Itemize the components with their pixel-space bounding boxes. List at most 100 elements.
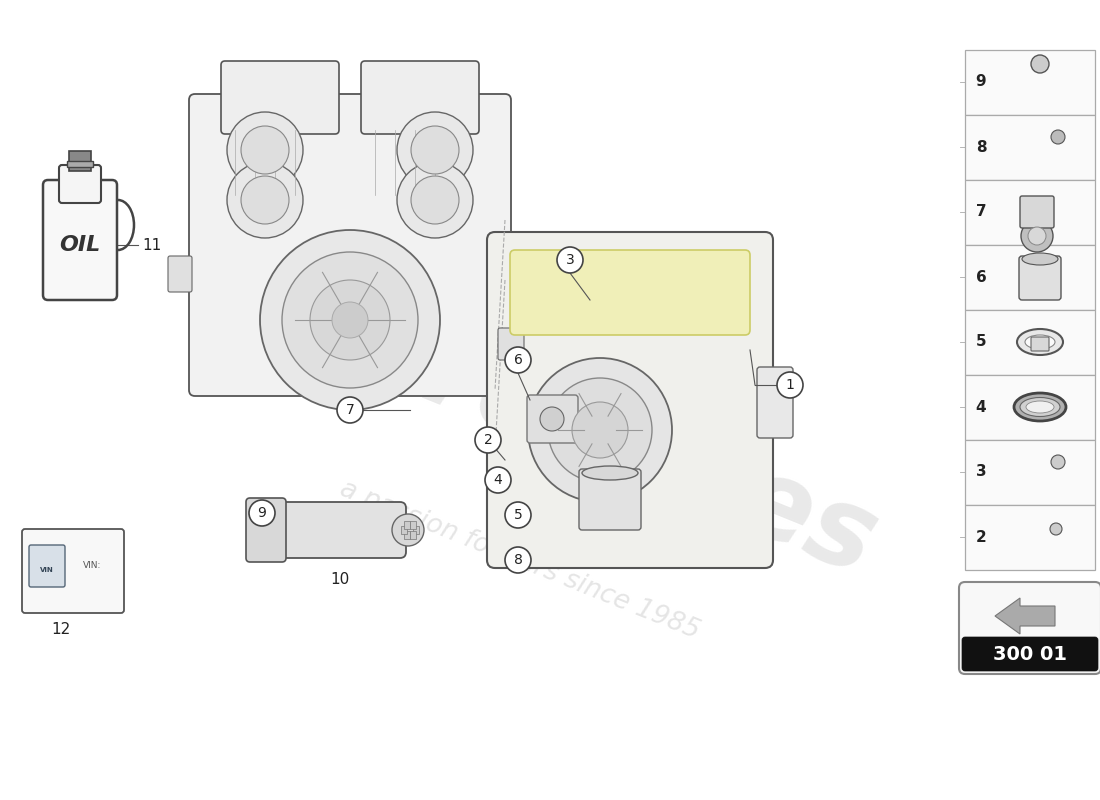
FancyBboxPatch shape [410, 531, 416, 539]
Circle shape [411, 126, 459, 174]
Text: 1: 1 [785, 378, 794, 392]
Text: OIL: OIL [59, 235, 100, 255]
Text: 6: 6 [976, 270, 987, 285]
FancyBboxPatch shape [168, 256, 192, 292]
FancyBboxPatch shape [402, 526, 407, 534]
Text: 300 01: 300 01 [993, 645, 1067, 663]
Circle shape [505, 502, 531, 528]
Circle shape [1050, 455, 1065, 469]
Circle shape [505, 547, 531, 573]
FancyBboxPatch shape [410, 521, 416, 529]
FancyBboxPatch shape [43, 180, 117, 300]
Ellipse shape [1020, 398, 1060, 417]
Ellipse shape [1022, 253, 1058, 265]
Circle shape [260, 230, 440, 410]
Circle shape [528, 358, 672, 502]
FancyBboxPatch shape [579, 469, 641, 530]
FancyBboxPatch shape [965, 115, 1094, 180]
FancyBboxPatch shape [1019, 256, 1062, 300]
Text: 8: 8 [514, 553, 522, 567]
Text: VIN:: VIN: [82, 561, 101, 570]
FancyBboxPatch shape [965, 180, 1094, 245]
FancyBboxPatch shape [962, 637, 1098, 671]
Text: 6: 6 [514, 353, 522, 367]
FancyBboxPatch shape [189, 94, 512, 396]
FancyBboxPatch shape [757, 367, 793, 438]
FancyBboxPatch shape [965, 440, 1094, 505]
Circle shape [540, 407, 564, 431]
Circle shape [557, 247, 583, 273]
FancyBboxPatch shape [412, 526, 419, 534]
FancyBboxPatch shape [965, 505, 1094, 570]
FancyBboxPatch shape [404, 531, 410, 539]
FancyBboxPatch shape [22, 529, 124, 613]
FancyBboxPatch shape [498, 328, 524, 360]
FancyBboxPatch shape [361, 61, 478, 134]
FancyBboxPatch shape [1020, 196, 1054, 228]
Text: 4: 4 [976, 399, 987, 414]
FancyBboxPatch shape [29, 545, 65, 587]
Circle shape [397, 162, 473, 238]
Circle shape [505, 347, 531, 373]
Circle shape [310, 280, 390, 360]
FancyBboxPatch shape [67, 161, 94, 167]
FancyBboxPatch shape [965, 50, 1094, 115]
Circle shape [1050, 130, 1065, 144]
Text: 9: 9 [257, 506, 266, 520]
Circle shape [227, 112, 302, 188]
Text: 7: 7 [976, 205, 987, 219]
Circle shape [475, 427, 500, 453]
FancyBboxPatch shape [59, 165, 101, 203]
Circle shape [282, 252, 418, 388]
Circle shape [249, 500, 275, 526]
Text: 3: 3 [565, 253, 574, 267]
FancyBboxPatch shape [965, 310, 1094, 375]
Text: 12: 12 [52, 622, 70, 638]
Text: 2: 2 [484, 433, 493, 447]
FancyBboxPatch shape [965, 245, 1094, 310]
Circle shape [411, 176, 459, 224]
FancyBboxPatch shape [527, 395, 578, 443]
Text: 9: 9 [976, 74, 987, 90]
Ellipse shape [1026, 401, 1054, 413]
Circle shape [485, 467, 512, 493]
Ellipse shape [582, 466, 638, 480]
FancyBboxPatch shape [221, 61, 339, 134]
Polygon shape [996, 598, 1055, 634]
Text: 5: 5 [514, 508, 522, 522]
Text: 5: 5 [976, 334, 987, 350]
Ellipse shape [1025, 335, 1055, 349]
FancyBboxPatch shape [404, 521, 410, 529]
Ellipse shape [1018, 329, 1063, 355]
FancyBboxPatch shape [246, 498, 286, 562]
Text: 10: 10 [330, 573, 350, 587]
Text: 2: 2 [976, 530, 987, 545]
FancyBboxPatch shape [965, 375, 1094, 440]
Ellipse shape [1014, 393, 1066, 421]
FancyBboxPatch shape [274, 502, 406, 558]
Circle shape [241, 176, 289, 224]
Circle shape [227, 162, 302, 238]
Text: 4: 4 [494, 473, 503, 487]
Circle shape [1028, 227, 1046, 245]
Text: 7: 7 [345, 403, 354, 417]
Circle shape [241, 126, 289, 174]
Circle shape [572, 402, 628, 458]
Circle shape [1050, 523, 1062, 535]
Text: a passion for cars since 1985: a passion for cars since 1985 [337, 476, 704, 644]
Circle shape [548, 378, 652, 482]
Circle shape [1031, 55, 1049, 73]
FancyBboxPatch shape [69, 151, 91, 171]
FancyBboxPatch shape [959, 582, 1100, 674]
Text: 3: 3 [976, 465, 987, 479]
FancyBboxPatch shape [487, 232, 773, 568]
Text: 11: 11 [142, 238, 162, 253]
Text: euroPares: euroPares [267, 262, 893, 598]
Circle shape [337, 397, 363, 423]
Circle shape [397, 112, 473, 188]
Circle shape [392, 514, 424, 546]
Text: VIN: VIN [40, 567, 54, 573]
FancyBboxPatch shape [510, 250, 750, 335]
Circle shape [1021, 220, 1053, 252]
Text: 8: 8 [976, 139, 987, 154]
